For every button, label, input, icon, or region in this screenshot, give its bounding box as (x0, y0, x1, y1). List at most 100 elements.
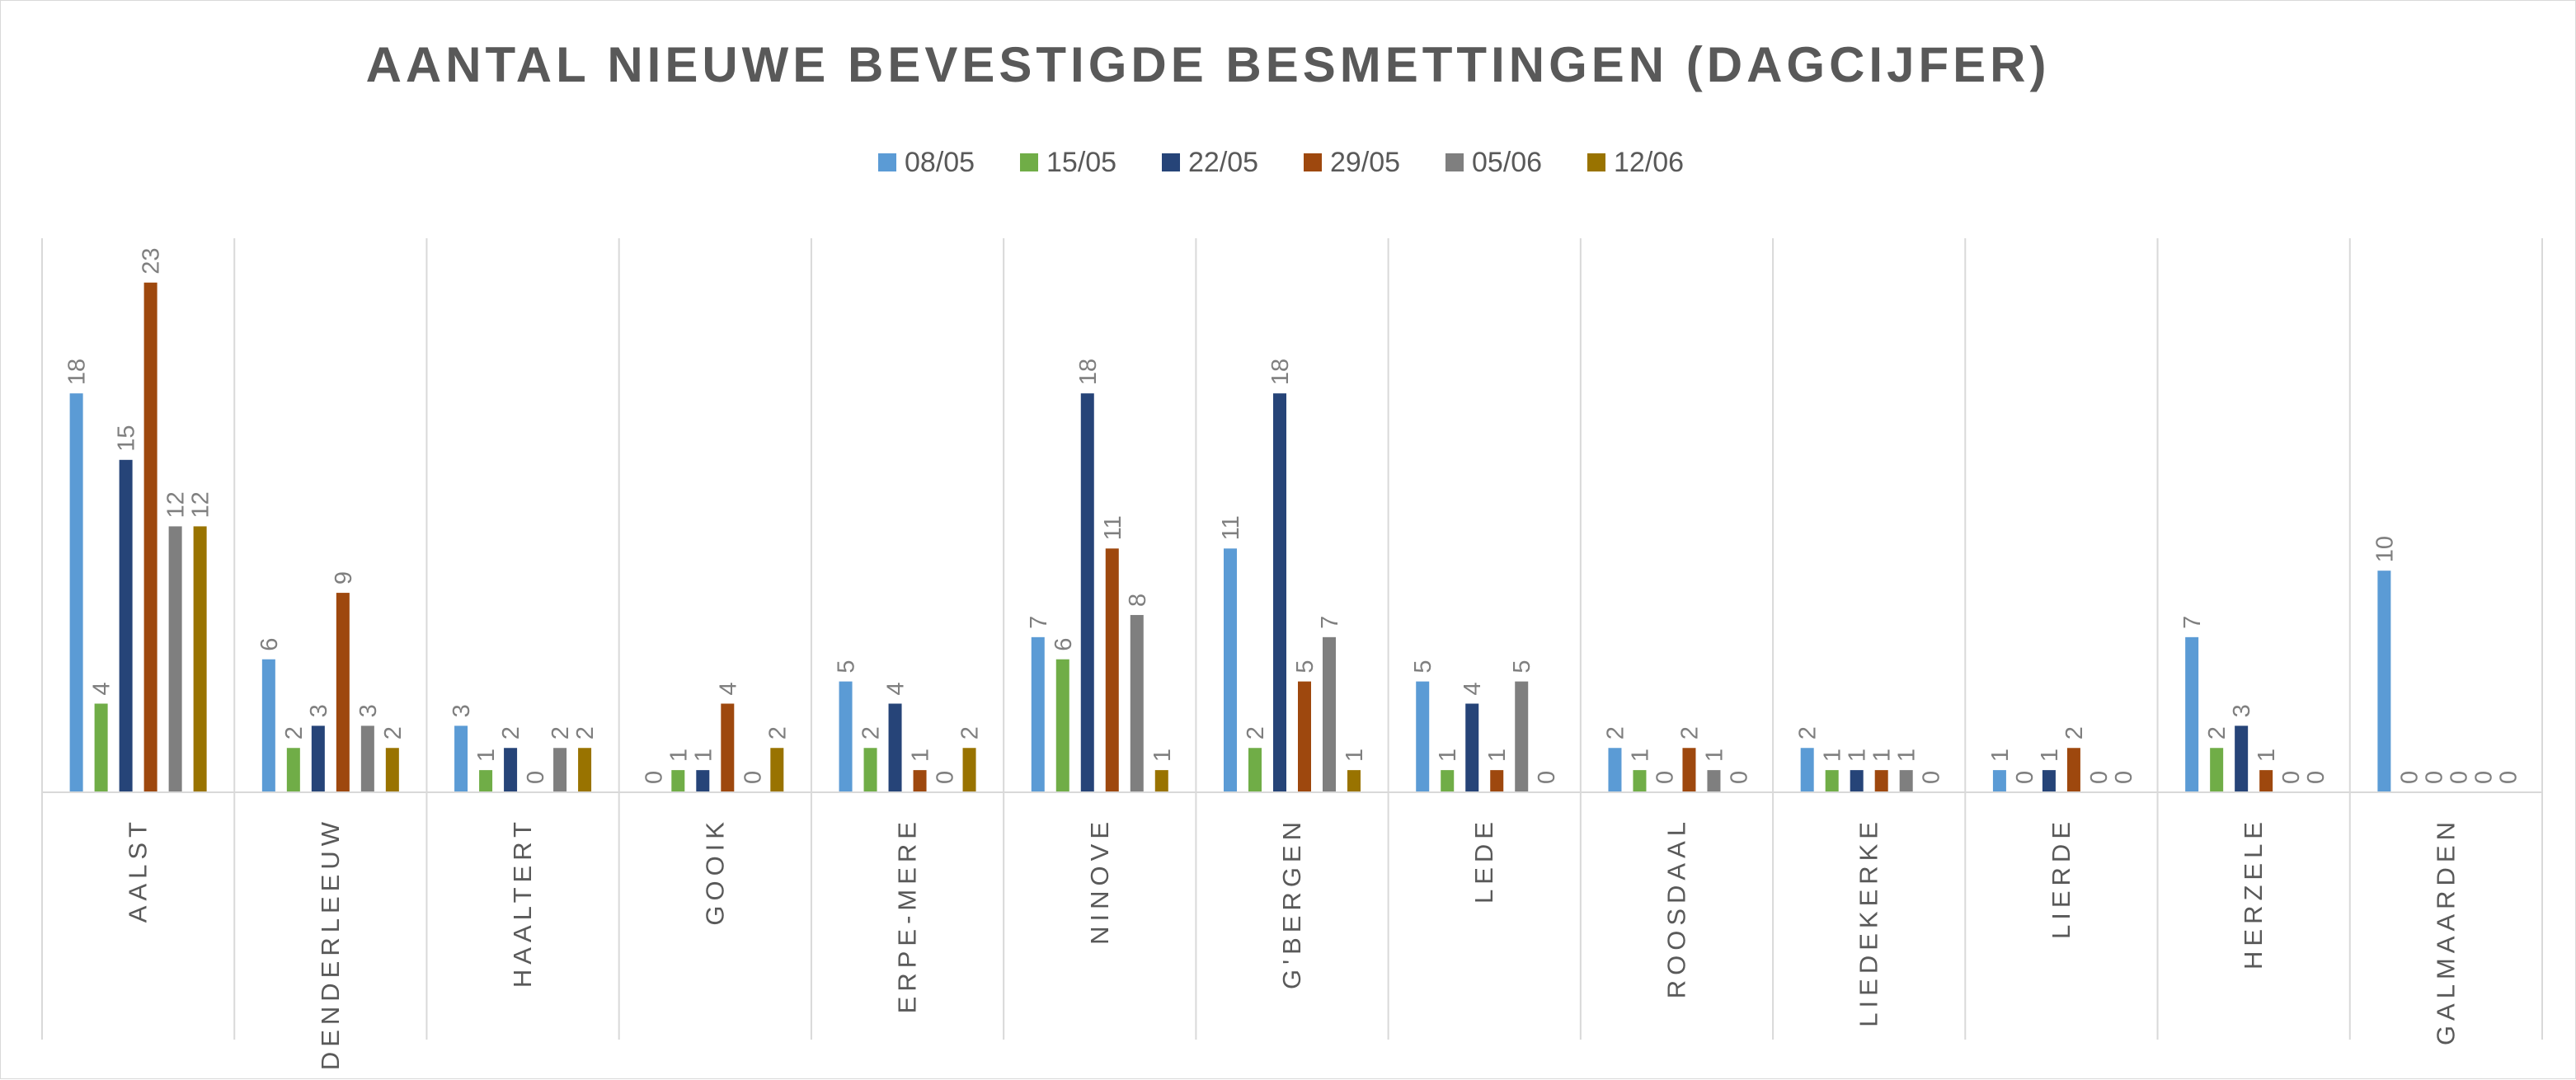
legend-swatch (1587, 153, 1605, 171)
bar-lede-29-05 (1490, 770, 1504, 792)
data-label-haaltert-15-05: 1 (473, 749, 500, 762)
bar-ninove-15-05 (1055, 659, 1069, 792)
category-separators (41, 238, 2543, 1040)
data-label-haaltert-29-05: 0 (523, 771, 549, 784)
bar-liedekerke-29-05 (1874, 770, 1888, 792)
bar-aalst-12-06 (193, 526, 207, 792)
bar-ninove-22-05 (1080, 393, 1094, 792)
bar-haaltert-15-05 (479, 770, 493, 792)
data-label-aalst-22-05: 15 (114, 425, 140, 452)
data-label-liedekerke-05-06: 1 (1894, 749, 1920, 762)
data-label-g-bergen-15-05: 2 (1243, 726, 1269, 740)
bar-haaltert-08-05 (454, 725, 468, 792)
bar-lierde-08-05 (1992, 770, 2006, 792)
bar-gooik-29-05 (721, 703, 735, 792)
data-label-herzele-22-05: 3 (2229, 704, 2255, 717)
bar-erpe-mere-12-06 (962, 748, 976, 792)
bar-ninove-08-05 (1031, 636, 1045, 792)
data-labels: 1841523121262393231202201140252410276181… (64, 247, 2522, 784)
data-label-liedekerke-12-06: 0 (1919, 771, 1945, 784)
data-label-aalst-05-06: 12 (163, 491, 190, 518)
data-label-denderleeuw-29-05: 9 (331, 571, 357, 585)
bar-lierde-29-05 (2066, 748, 2080, 792)
data-label-roosdaal-15-05: 1 (1627, 749, 1653, 762)
bar-gooik-12-06 (770, 748, 784, 792)
category-label-lierde: LIERDE (2047, 817, 2075, 939)
data-label-aalst-29-05: 23 (139, 247, 165, 274)
data-label-roosdaal-12-06: 0 (1726, 771, 1752, 784)
bar-roosdaal-08-05 (1608, 748, 1622, 792)
category-label-g-bergen: G'BERGEN (1277, 817, 1306, 989)
bar-aalst-08-05 (69, 393, 83, 792)
category-label-ninove: NINOVE (1085, 817, 1114, 945)
bar-denderleeuw-15-05 (286, 748, 300, 792)
bar-herzele-15-05 (2210, 748, 2224, 792)
data-label-ninove-29-05: 11 (1100, 515, 1126, 540)
bar-g-bergen-05-06 (1323, 636, 1336, 792)
data-label-herzele-29-05: 1 (2254, 749, 2280, 762)
data-label-denderleeuw-08-05: 6 (256, 638, 283, 651)
legend-swatch (1304, 153, 1322, 171)
bar-denderleeuw-29-05 (336, 593, 350, 792)
legend-swatch (878, 153, 896, 171)
data-label-erpe-mere-15-05: 2 (858, 726, 885, 740)
data-label-g-bergen-12-06: 1 (1342, 749, 1368, 762)
legend-label: 08/05 (905, 147, 975, 178)
bar-g-bergen-29-05 (1298, 681, 1311, 792)
data-label-roosdaal-05-06: 1 (1701, 749, 1728, 762)
category-label-liedekerke: LIEDEKERKE (1854, 817, 1883, 1027)
legend-label: 15/05 (1046, 147, 1116, 178)
data-label-herzele-05-06: 0 (2278, 771, 2305, 784)
category-label-denderleeuw: DENDERLEEUW (316, 817, 345, 1070)
data-label-galmaarden-15-05: 0 (2396, 771, 2423, 784)
data-label-erpe-mere-08-05: 5 (834, 660, 860, 673)
bar-roosdaal-15-05 (1633, 770, 1647, 792)
legend-swatch (1445, 153, 1464, 171)
data-label-gooik-29-05: 4 (715, 682, 741, 695)
legend-label: 12/06 (1614, 147, 1684, 178)
bar-erpe-mere-29-05 (913, 770, 927, 792)
data-label-haaltert-12-06: 2 (572, 726, 599, 740)
data-label-galmaarden-05-06: 0 (2470, 771, 2497, 784)
bar-haaltert-05-06 (553, 748, 567, 792)
data-label-ninove-22-05: 18 (1075, 359, 1102, 385)
bar-gooik-15-05 (671, 770, 685, 792)
data-label-ninove-15-05: 6 (1051, 638, 1077, 651)
data-label-liedekerke-29-05: 1 (1869, 749, 1896, 762)
data-label-gooik-05-06: 0 (740, 771, 766, 784)
data-label-erpe-mere-29-05: 1 (908, 749, 934, 762)
data-label-lede-12-06: 0 (1534, 771, 1560, 784)
bar-herzele-08-05 (2185, 636, 2199, 792)
bar-aalst-22-05 (119, 459, 133, 792)
data-label-aalst-08-05: 18 (64, 359, 91, 385)
category-labels: AALST DENDERLEEUW HAALTERT GOOIK ERPE-MERE NI… (124, 817, 2461, 1070)
bar-liedekerke-22-05 (1850, 770, 1864, 792)
bar-lede-08-05 (1416, 681, 1430, 792)
data-label-lierde-12-06: 0 (2111, 771, 2137, 784)
category-label-roosdaal: ROOSDAAL (1662, 817, 1690, 998)
data-label-ninove-12-06: 1 (1149, 749, 1176, 762)
data-label-denderleeuw-12-06: 2 (380, 726, 407, 740)
category-label-gooik: GOOIK (700, 817, 729, 926)
data-label-galmaarden-08-05: 10 (2372, 536, 2398, 562)
bars (69, 282, 2391, 792)
data-label-ninove-08-05: 7 (1026, 616, 1052, 629)
category-label-herzele: HERZELE (2239, 817, 2268, 970)
bar-denderleeuw-05-06 (360, 725, 374, 792)
bar-galmaarden-08-05 (2377, 571, 2391, 792)
category-label-erpe-mere: ERPE-MERE (893, 817, 922, 1013)
legend-swatch (1020, 153, 1038, 171)
category-label-lede: LEDE (1469, 817, 1498, 904)
bar-lede-15-05 (1441, 770, 1455, 792)
bar-g-bergen-22-05 (1273, 393, 1286, 792)
data-label-denderleeuw-05-06: 3 (355, 704, 382, 717)
data-label-liedekerke-08-05: 2 (1795, 726, 1822, 740)
legend-label: 29/05 (1330, 147, 1400, 178)
bar-denderleeuw-12-06 (385, 748, 399, 792)
bar-lierde-22-05 (2042, 770, 2056, 792)
data-label-gooik-08-05: 0 (641, 771, 667, 784)
bar-gooik-22-05 (696, 770, 710, 792)
bar-herzele-22-05 (2235, 725, 2249, 792)
